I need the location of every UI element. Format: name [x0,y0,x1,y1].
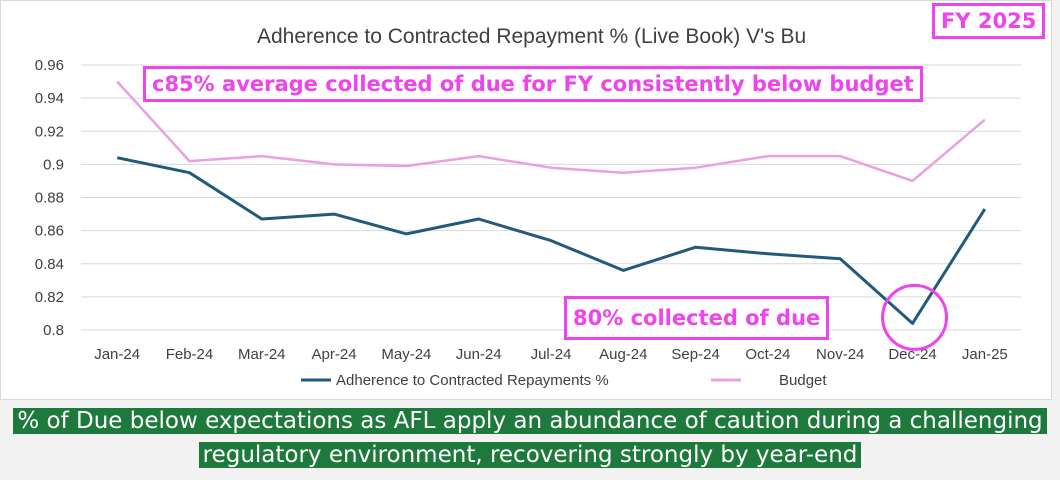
x-tick-label: Sep-24 [671,346,719,363]
x-tick-label: Nov-24 [816,346,864,363]
x-tick-label: May-24 [381,346,431,363]
y-tick-label: 0.8 [43,322,64,339]
y-tick-label: 0.9 [43,156,64,173]
x-tick-label: Apr-24 [312,346,357,363]
gridlines [81,64,1021,331]
banner-text: % of Due below expectations as AFL apply… [13,408,1047,468]
x-tick-label: Dec-24 [888,346,936,363]
legend: Adherence to Contracted Repayments % Bud… [301,372,827,389]
y-tick-label: 0.82 [35,289,64,306]
x-axis-ticks: Jan-24 Feb-24 Mar-24 Apr-24 May-24 Jun-24 Jul-… [94,346,1008,363]
y-axis-ticks: 0.8 0.82 0.84 0.86 0.88 0.9 0.92 0.94 0.96 [35,57,64,339]
legend-label-budget: Budget [779,372,827,389]
budget-series-line [116,80,986,183]
chart-title: Adherence to Contracted Repayment % (Liv… [257,25,806,48]
x-tick-label: Jul-24 [531,346,572,363]
y-tick-label: 0.86 [35,223,64,240]
x-tick-label: Jan-25 [962,346,1008,363]
fy-badge: FY 2025 [932,3,1046,39]
x-tick-label: Mar-24 [238,346,286,363]
dec-callout: 80% collected of due [564,296,830,340]
x-tick-label: Jan-24 [94,346,140,363]
average-callout: c85% average collected of due for FY con… [143,66,923,102]
chart-panel: Adherence to Contracted Repayment % (Liv… [0,0,1052,400]
summary-banner: % of Due below expectations as AFL apply… [0,404,1060,472]
y-tick-label: 0.84 [35,256,64,273]
y-tick-label: 0.94 [35,90,64,107]
y-tick-label: 0.96 [35,57,64,74]
x-tick-label: Feb-24 [166,346,214,363]
x-tick-label: Aug-24 [599,346,647,363]
legend-label-adherence: Adherence to Contracted Repayments % [336,372,609,389]
x-tick-label: Oct-24 [745,346,790,363]
line-chart: Adherence to Contracted Repayment % (Liv… [35,25,1021,389]
x-tick-label: Jun-24 [456,346,502,363]
series-lines [116,80,987,325]
y-tick-label: 0.88 [35,190,64,207]
highlight-circle [881,283,949,351]
adherence-series-line [116,156,987,325]
y-tick-label: 0.92 [35,123,64,140]
